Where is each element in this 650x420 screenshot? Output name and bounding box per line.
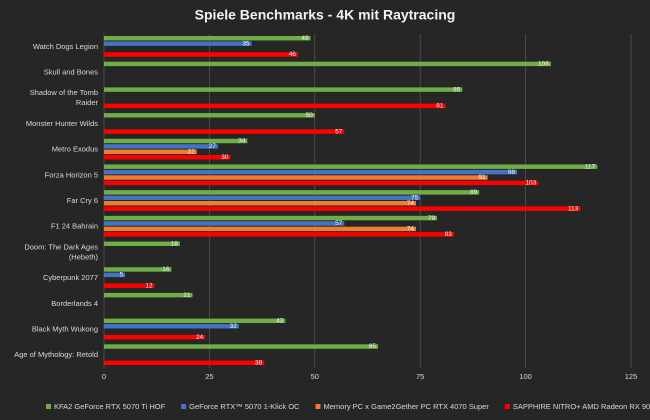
value-label: 49 [301, 35, 309, 42]
legend-swatch [504, 404, 510, 409]
x-tick-label: 125 [625, 372, 638, 381]
y-tick-label: Borderlands 4 [51, 299, 98, 308]
bar [104, 267, 172, 272]
value-label: 79 [428, 215, 436, 222]
bar [104, 180, 539, 186]
value-label: 18 [171, 240, 179, 247]
value-label: 117 [585, 163, 596, 170]
x-tick-label: 0 [102, 372, 106, 381]
bar [104, 36, 311, 41]
bar [104, 283, 155, 288]
y-tick-label: Watch Dogs Legion [33, 42, 98, 51]
bar [104, 144, 218, 149]
bar [104, 221, 345, 226]
bar [104, 206, 581, 211]
bar [104, 292, 193, 298]
bar [104, 195, 421, 201]
value-label: 75 [411, 195, 419, 202]
value-label: 89 [470, 189, 478, 196]
y-tick-label: Metro Exodus [52, 145, 99, 154]
value-label: 35 [242, 40, 250, 47]
value-label: 83 [445, 231, 453, 238]
value-label: 12 [145, 282, 153, 289]
value-label: 65 [369, 343, 377, 350]
value-label: 50 [306, 112, 314, 119]
value-label: 21 [183, 292, 191, 299]
bar [104, 169, 518, 175]
y-tick-label: Age of Mythology: Retold [14, 350, 98, 359]
bar [104, 324, 239, 329]
value-label: 22 [188, 149, 196, 156]
bar [104, 201, 416, 206]
legend-label: KFA2 GeForce RTX 5070 Ti HOF [54, 402, 166, 411]
value-label: 34 [238, 138, 246, 145]
value-label: 57 [335, 220, 343, 227]
legend-swatch [46, 404, 51, 409]
bar [104, 113, 315, 118]
x-tick-label: 75 [416, 372, 424, 381]
y-tick-label: Cyberpunk 2077 [43, 273, 98, 282]
legend-label: Memory PC x Game2Gether PC RTX 4070 Supe… [323, 402, 489, 411]
value-label: 74 [407, 226, 415, 233]
legend-swatch [315, 404, 321, 409]
bar [104, 149, 197, 155]
y-tick-label: Monster Hunter Wilds [26, 119, 98, 128]
y-tick-label: F1 24 Bahrain [51, 222, 98, 231]
value-label: 27 [209, 143, 217, 150]
bar [104, 344, 379, 349]
x-tick-label: 50 [311, 372, 319, 381]
value-label: 103 [525, 180, 536, 187]
y-tick-label: Far Cry 6 [67, 196, 98, 205]
value-label: 85 [453, 86, 461, 93]
bar [104, 215, 438, 221]
value-label: 81 [436, 103, 444, 110]
bar [104, 226, 416, 232]
value-label: 106 [538, 61, 549, 68]
bar [104, 61, 551, 67]
y-tick-label: Shadow of the Tomb Raider [30, 88, 99, 107]
bar [104, 87, 463, 92]
value-label: 98 [508, 169, 516, 176]
bar [104, 41, 252, 46]
x-tick-label: 25 [205, 372, 213, 381]
legend-swatch [181, 404, 187, 409]
value-label: 30 [221, 154, 229, 161]
value-label: 32 [230, 323, 238, 330]
legend-label: SAPPHIRE NITRO+ AMD Radeon RX 9070 XT [513, 402, 650, 411]
bar [104, 138, 248, 144]
y-tick-label: Black Myth Wukong [32, 324, 98, 333]
y-tick-label: Doom: The Dark Ages (Hebeth) [24, 242, 98, 261]
value-label: 57 [335, 128, 343, 135]
bar [104, 129, 345, 134]
chart-title: Spiele Benchmarks - 4K mit Raytracing [195, 7, 456, 23]
legend-label: GeForce RTX™ 5070 1-Klick OC [189, 402, 300, 411]
value-label: 43 [276, 318, 284, 325]
value-label: 74 [407, 200, 415, 207]
value-label: 91 [478, 174, 486, 181]
bar [104, 190, 480, 195]
bar [104, 232, 454, 237]
value-label: 16 [162, 266, 170, 273]
value-label: 24 [196, 334, 204, 341]
bar [104, 164, 598, 169]
bar [104, 318, 286, 324]
y-tick-label: Skull and Bones [44, 68, 98, 77]
bar [104, 103, 446, 109]
value-label: 5 [119, 272, 123, 279]
bar [104, 155, 231, 160]
x-tick-label: 100 [519, 372, 532, 381]
bar [104, 175, 488, 180]
bar [104, 52, 298, 57]
y-tick-label: Forza Horizon 5 [45, 170, 98, 179]
bar [104, 360, 265, 366]
bar [104, 272, 126, 278]
value-label: 46 [289, 51, 297, 58]
value-label: 113 [568, 205, 579, 212]
bar [104, 241, 180, 246]
value-label: 38 [255, 360, 263, 367]
bar [104, 334, 206, 340]
